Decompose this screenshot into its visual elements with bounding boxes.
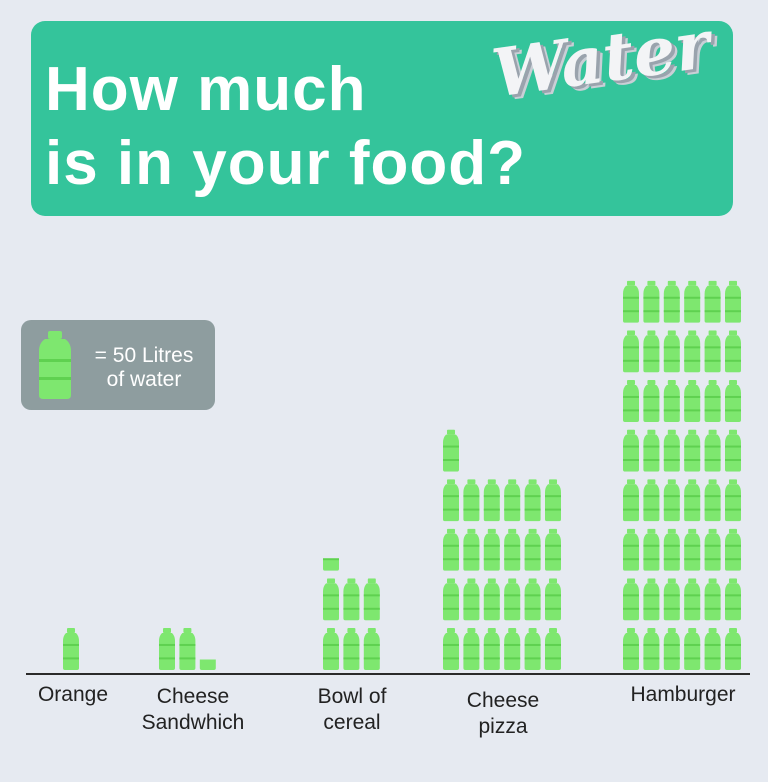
- bottle-group: [159, 628, 216, 670]
- water-bottle-icon: [504, 628, 520, 670]
- bottle-group: [623, 281, 741, 670]
- water-bottle-icon: [463, 529, 479, 571]
- water-bottle-icon: [525, 628, 541, 670]
- water-bottle-icon: [725, 330, 741, 372]
- water-bottle-icon: [643, 430, 659, 472]
- water-bottle-icon: [664, 430, 680, 472]
- water-bottle-icon: [504, 479, 520, 521]
- water-bottle-icon: [545, 578, 561, 620]
- water-bottle-icon: [623, 430, 639, 472]
- water-bottle-icon: [364, 628, 380, 670]
- water-bottle-icon: [323, 578, 339, 620]
- category-label: Hamburger: [608, 682, 758, 708]
- water-bottle-icon: [664, 628, 680, 670]
- water-bottle-icon: [623, 628, 639, 670]
- water-bottle-icon: [725, 529, 741, 571]
- water-bottle-icon: [443, 628, 459, 670]
- water-bottle-icon: [484, 578, 500, 620]
- water-bottle-icon: [484, 628, 500, 670]
- water-bottle-icon: [623, 578, 639, 620]
- water-bottle-icon: [643, 281, 659, 323]
- water-bottle-icon: [623, 330, 639, 372]
- water-bottle-icon: [643, 330, 659, 372]
- water-bottle-icon: [705, 330, 721, 372]
- water-bottle-icon: [545, 529, 561, 571]
- category-label: Cheese Sandwhich: [118, 684, 268, 736]
- water-bottle-icon: [684, 628, 700, 670]
- water-bottle-icon: [664, 281, 680, 323]
- water-bottle-icon: [623, 281, 639, 323]
- water-bottle-icon: [623, 479, 639, 521]
- water-bottle-icon: [705, 628, 721, 670]
- bottle-group: [63, 628, 79, 670]
- water-bottle-icon: [343, 578, 359, 620]
- water-bottle-icon: [684, 330, 700, 372]
- water-bottle-icon: [684, 578, 700, 620]
- water-bottle-icon: [643, 380, 659, 422]
- water-bottle-icon: [705, 479, 721, 521]
- water-bottle-icon: [159, 628, 175, 670]
- water-bottle-icon: [643, 628, 659, 670]
- water-bottle-icon: [200, 628, 216, 670]
- bottle-group: [443, 430, 561, 670]
- water-bottle-icon: [484, 529, 500, 571]
- water-bottle-icon: [725, 380, 741, 422]
- water-bottle-icon: [525, 578, 541, 620]
- water-bottle-icon: [664, 380, 680, 422]
- water-bottle-icon: [725, 430, 741, 472]
- category-label: Bowl of cereal: [277, 684, 427, 736]
- water-bottle-icon: [725, 281, 741, 323]
- water-bottle-icon: [725, 578, 741, 620]
- water-bottle-icon: [63, 628, 79, 670]
- water-bottle-icon: [323, 628, 339, 670]
- water-bottle-icon: [705, 529, 721, 571]
- water-bottle-icon: [705, 281, 721, 323]
- water-bottle-icon: [725, 628, 741, 670]
- water-bottle-icon: [664, 578, 680, 620]
- water-bottle-icon: [705, 578, 721, 620]
- category-label: Cheese pizza: [428, 688, 578, 740]
- water-bottle-icon: [443, 430, 459, 472]
- water-bottle-icon: [484, 479, 500, 521]
- water-bottle-icon: [664, 330, 680, 372]
- water-bottle-icon: [443, 578, 459, 620]
- water-bottle-icon: [504, 578, 520, 620]
- water-bottle-icon: [623, 529, 639, 571]
- water-bottle-icon: [364, 578, 380, 620]
- chart-marks: [63, 281, 741, 670]
- water-bottle-icon: [684, 529, 700, 571]
- water-bottle-icon: [343, 628, 359, 670]
- water-bottle-icon: [643, 578, 659, 620]
- water-bottle-icon: [463, 479, 479, 521]
- water-bottle-icon: [443, 479, 459, 521]
- water-bottle-icon: [725, 479, 741, 521]
- water-bottle-icon: [664, 529, 680, 571]
- water-bottle-icon: [463, 578, 479, 620]
- water-bottle-icon: [525, 529, 541, 571]
- water-bottle-icon: [664, 479, 680, 521]
- water-bottle-icon: [179, 628, 195, 670]
- water-bottle-icon: [323, 529, 339, 571]
- water-bottle-icon: [545, 479, 561, 521]
- water-bottle-icon: [643, 479, 659, 521]
- water-bottle-icon: [545, 628, 561, 670]
- water-bottle-icon: [684, 430, 700, 472]
- bottle-group: [323, 529, 380, 670]
- water-bottle-icon: [504, 529, 520, 571]
- water-bottle-icon: [623, 380, 639, 422]
- water-bottle-icon: [705, 380, 721, 422]
- water-bottle-icon: [684, 380, 700, 422]
- water-bottle-icon: [525, 479, 541, 521]
- water-bottle-icon: [684, 479, 700, 521]
- water-bottle-icon: [705, 430, 721, 472]
- water-bottle-icon: [643, 529, 659, 571]
- water-bottle-icon: [463, 628, 479, 670]
- water-bottle-icon: [443, 529, 459, 571]
- water-bottle-icon: [684, 281, 700, 323]
